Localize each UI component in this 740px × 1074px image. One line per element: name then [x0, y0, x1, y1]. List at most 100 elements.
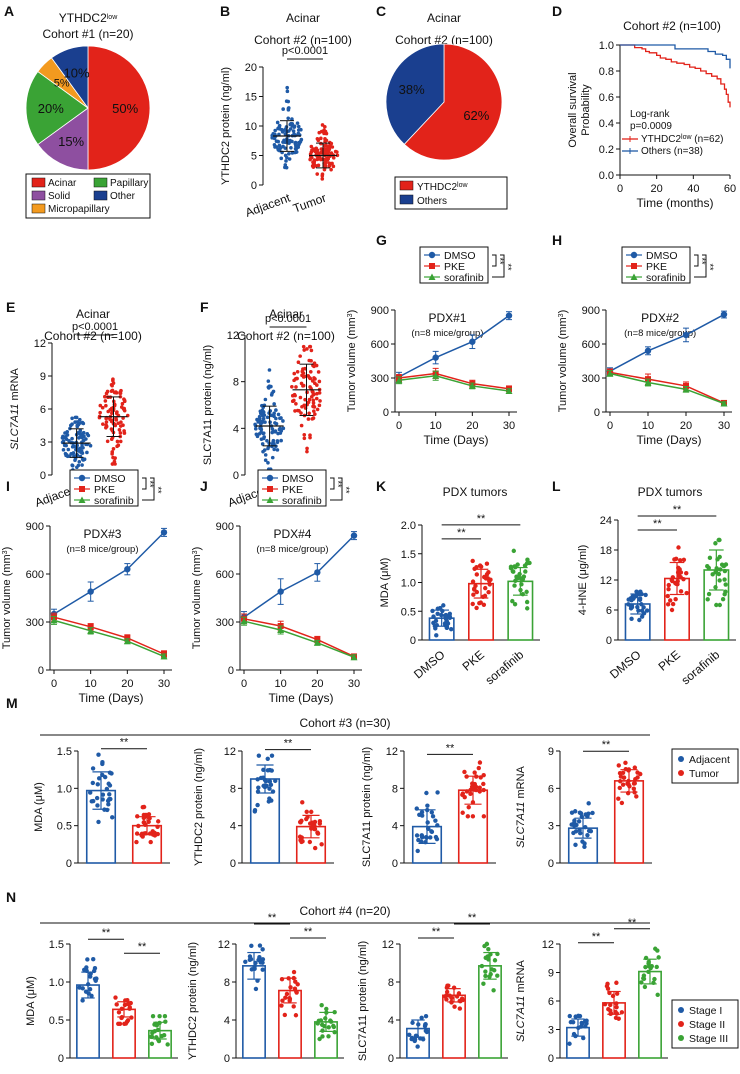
data-point — [119, 420, 123, 424]
data-point — [125, 1001, 131, 1007]
data-point — [110, 452, 114, 456]
legend-swatch — [399, 180, 414, 191]
data-point — [637, 596, 643, 601]
data-point — [260, 442, 265, 446]
legend-marker — [678, 1035, 684, 1041]
y-tick-label: 0.5 — [57, 821, 72, 833]
x-tick-label: 0 — [51, 678, 57, 690]
data-point — [460, 810, 465, 815]
data-point — [311, 416, 316, 420]
data-point — [429, 810, 435, 815]
chart-title: PDX tumors — [443, 485, 508, 499]
y-tick-label: 0 — [230, 858, 236, 870]
data-point — [263, 458, 268, 462]
data-point — [491, 988, 496, 993]
data-point — [477, 785, 482, 790]
panel-label: I — [6, 478, 10, 494]
data-point — [313, 381, 317, 386]
data-point — [279, 156, 284, 161]
y-tick-label: 10 — [245, 121, 257, 133]
data-point — [257, 414, 262, 419]
data-point — [118, 424, 123, 428]
data-point — [434, 633, 439, 638]
data-point — [71, 444, 76, 449]
data-point — [292, 986, 298, 991]
data-point — [258, 411, 263, 416]
label-span: 3 — [192, 550, 199, 554]
data-point — [277, 127, 282, 131]
y-tick-label: 900 — [216, 521, 234, 533]
data-point — [103, 399, 108, 403]
data-point — [445, 983, 450, 988]
significance-bracket — [142, 477, 155, 501]
data-point — [435, 611, 440, 616]
data-point — [483, 585, 488, 591]
data-point — [71, 451, 76, 455]
data-point — [628, 597, 634, 602]
data-point — [605, 986, 611, 991]
data-point — [618, 774, 624, 779]
data-point — [305, 347, 309, 351]
data-point — [284, 991, 290, 997]
significance-label: ** — [432, 926, 441, 938]
data-point — [328, 1019, 334, 1024]
x-tick-label: 20 — [680, 420, 692, 432]
data-point — [273, 132, 277, 137]
data-point — [298, 354, 302, 358]
data-point — [306, 417, 311, 421]
data-point — [505, 312, 513, 319]
data-point — [644, 608, 650, 613]
data-point — [293, 150, 297, 155]
data-point — [319, 842, 324, 847]
data-point — [327, 164, 332, 168]
data-point — [324, 1006, 329, 1012]
data-point — [104, 416, 108, 421]
data-point — [243, 959, 248, 965]
x-tick-label: 10 — [275, 678, 287, 690]
data-point — [523, 569, 528, 574]
significance-label: ** — [592, 931, 601, 943]
data-point — [705, 563, 710, 569]
data-point — [258, 419, 262, 424]
data-point — [296, 124, 301, 129]
p-value-label: p<0.0001 — [72, 321, 118, 333]
data-point — [299, 127, 303, 132]
data-point — [292, 132, 296, 136]
data-point — [332, 1009, 337, 1015]
data-point — [111, 377, 115, 382]
data-point — [317, 818, 323, 824]
data-point — [584, 1021, 589, 1026]
data-point — [315, 172, 320, 176]
x-axis-label: Time (Days) — [79, 691, 144, 705]
x-tick-label: 10 — [430, 420, 442, 432]
data-point — [110, 462, 115, 466]
data-point — [270, 442, 275, 446]
legend-label: YTHDC2low (n=62) — [641, 134, 724, 146]
data-point — [142, 822, 148, 828]
data-point — [643, 592, 648, 598]
data-point — [654, 964, 659, 970]
panel-label: E — [6, 299, 15, 315]
data-point — [444, 993, 449, 998]
data-point — [253, 986, 259, 992]
data-point — [474, 605, 479, 611]
data-point — [279, 429, 284, 433]
panel-label: A — [4, 3, 14, 19]
data-point — [511, 569, 516, 574]
legend-label: Papillary — [110, 178, 148, 189]
data-point — [307, 397, 312, 402]
data-point — [86, 433, 91, 438]
data-point — [134, 839, 139, 845]
legend-marker — [428, 251, 436, 259]
label-span: low — [681, 134, 692, 141]
data-point — [75, 420, 80, 424]
y-tick-label: 20 — [245, 62, 257, 74]
data-point — [135, 814, 140, 819]
data-point — [473, 784, 479, 790]
data-point — [268, 782, 274, 788]
data-point — [430, 608, 435, 614]
data-point — [270, 455, 275, 460]
legend-label: sorafinib — [646, 272, 686, 284]
data-point — [464, 789, 470, 794]
data-point — [75, 453, 80, 458]
